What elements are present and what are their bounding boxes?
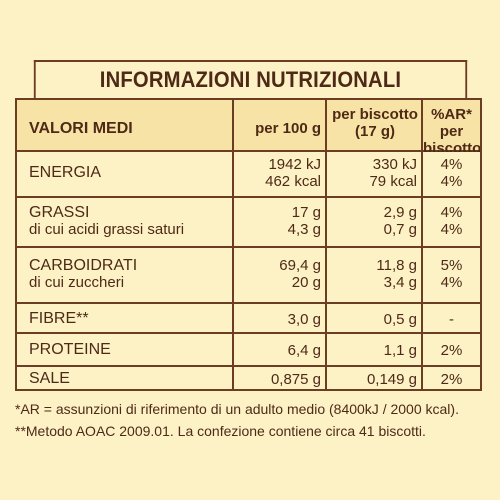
- table-row-energia: ENERGIA 1942 kJ 462 kcal 330 kJ 79 kcal …: [17, 152, 480, 198]
- zuccheri-per100: 20 g: [291, 274, 321, 291]
- carboidrati-per100: 69,4 g: [279, 257, 321, 274]
- table-row-carboidrati: CARBOIDRATI di cui zuccheri 69,4 g 20 g …: [17, 248, 480, 304]
- column-divider: [421, 248, 423, 302]
- column-divider: [325, 304, 327, 332]
- footnote-ar: *AR = assunzioni di riferimento di un ad…: [15, 401, 459, 417]
- row-label-carboidrati: CARBOIDRATI: [29, 257, 138, 274]
- footnotes: *AR = assunzioni di riferimento di un ad…: [15, 398, 495, 442]
- table-header: VALORI MEDI per 100 g per biscotto (17 g…: [17, 100, 480, 157]
- column-divider: [232, 367, 234, 389]
- sale-ar: 2%: [440, 371, 463, 388]
- table-row-proteine: PROTEINE 6,4 g 1,1 g 2%: [17, 334, 480, 367]
- table-row-grassi: GRASSI di cui acidi grassi saturi 17 g 4…: [17, 198, 480, 248]
- proteine-ar: 2%: [440, 342, 463, 359]
- row-label-sale: SALE: [29, 370, 70, 387]
- column-divider: [325, 334, 327, 365]
- saturi-per100: 4,3 g: [287, 221, 321, 238]
- grassi-per100: 17 g: [291, 204, 321, 221]
- carboidrati-ar: 5%: [440, 257, 463, 274]
- grassi-ar: 4%: [440, 204, 463, 221]
- saturi-ar: 4%: [440, 221, 463, 238]
- header-ar: %AR* per biscotto: [423, 100, 480, 157]
- column-divider: [325, 198, 327, 246]
- header-per-100g: per 100 g: [255, 120, 321, 137]
- header-per-biscotto-line2: (17 g): [354, 123, 395, 140]
- header-valori-medi: VALORI MEDI: [29, 120, 133, 137]
- zuccheri-ar: 4%: [440, 274, 463, 291]
- header-ar-line1: %AR*: [431, 106, 472, 123]
- sale-biscotto: 0,149 g: [366, 371, 417, 388]
- column-divider: [421, 152, 423, 196]
- column-divider: [421, 334, 423, 365]
- column-divider: [232, 152, 234, 196]
- saturi-biscotto: 0,7 g: [383, 221, 417, 238]
- row-sublabel-zuccheri: di cui zuccheri: [29, 274, 125, 291]
- column-divider: [421, 367, 423, 389]
- nutrition-table: VALORI MEDI per 100 g per biscotto (17 g…: [15, 98, 482, 391]
- column-divider: [421, 100, 423, 150]
- column-divider: [421, 304, 423, 332]
- footnote-method: **Metodo AOAC 2009.01. La confezione con…: [15, 423, 426, 439]
- row-sublabel-saturi: di cui acidi grassi saturi: [29, 221, 185, 238]
- column-divider: [232, 304, 234, 332]
- header-per-biscotto-line1: per biscotto: [332, 106, 418, 123]
- row-label-energia: ENERGIA: [29, 164, 102, 181]
- zuccheri-biscotto: 3,4 g: [383, 274, 417, 291]
- row-label-grassi: GRASSI: [29, 204, 90, 221]
- column-divider: [325, 248, 327, 302]
- fibre-ar: -: [449, 311, 454, 328]
- energia-per100-kcal: 462 kcal: [265, 173, 321, 190]
- column-divider: [325, 367, 327, 389]
- proteine-biscotto: 1,1 g: [383, 342, 417, 359]
- nutrition-title: INFORMAZIONI NUTRIZIONALI: [33, 60, 468, 98]
- sale-per100: 0,875 g: [270, 371, 321, 388]
- row-label-fibre: FIBRE**: [29, 310, 89, 327]
- grassi-biscotto: 2,9 g: [383, 204, 417, 221]
- table-row-fibre: FIBRE** 3,0 g 0,5 g -: [17, 304, 480, 334]
- fibre-per100: 3,0 g: [287, 311, 321, 328]
- energia-biscotto-kj: 330 kJ: [372, 156, 417, 173]
- column-divider: [421, 198, 423, 246]
- carboidrati-biscotto: 11,8 g: [376, 257, 417, 274]
- column-divider: [232, 334, 234, 365]
- column-divider: [232, 248, 234, 302]
- column-divider: [325, 100, 327, 150]
- column-divider: [232, 100, 234, 150]
- row-label-proteine: PROTEINE: [29, 341, 111, 358]
- proteine-per100: 6,4 g: [287, 342, 321, 359]
- fibre-biscotto: 0,5 g: [383, 311, 417, 328]
- energia-biscotto-kcal: 79 kcal: [369, 173, 417, 190]
- energia-ar-kj: 4%: [440, 156, 463, 173]
- column-divider: [232, 198, 234, 246]
- header-per-biscotto: per biscotto (17 g): [327, 100, 423, 150]
- table-row-sale: SALE 0,875 g 0,149 g 2%: [17, 367, 480, 389]
- energia-ar-kcal: 4%: [440, 173, 463, 190]
- column-divider: [325, 152, 327, 196]
- energia-per100-kj: 1942 kJ: [268, 156, 321, 173]
